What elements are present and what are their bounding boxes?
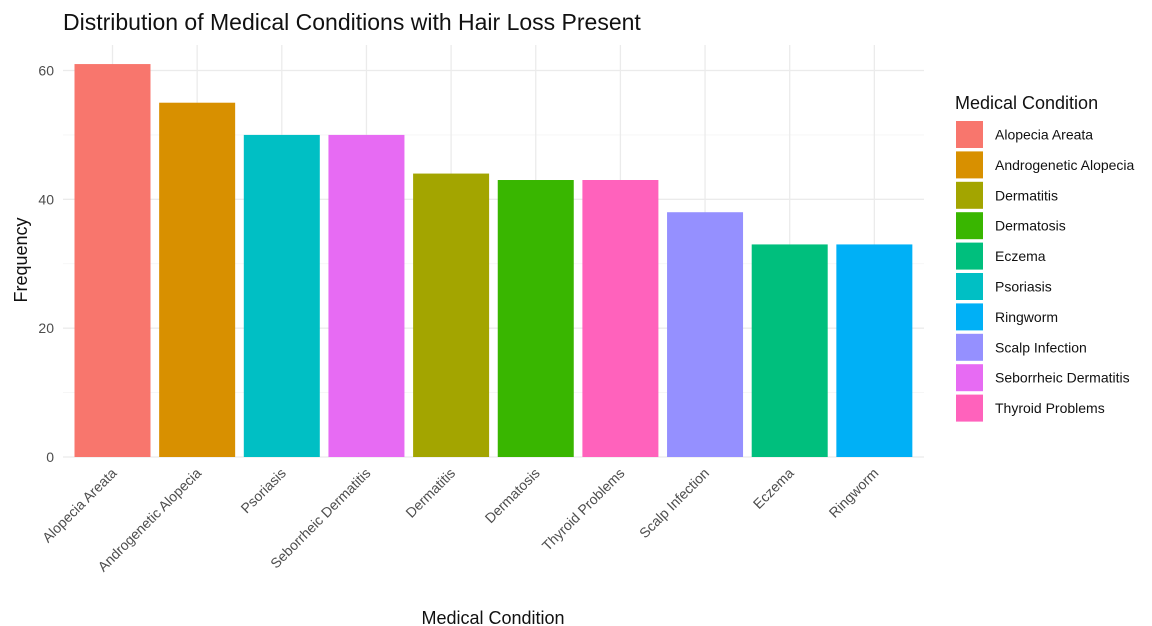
bar-thyroid-problems [582, 180, 659, 457]
legend-label: Eczema [995, 248, 1046, 264]
legend-swatch [956, 242, 983, 270]
bar-psoriasis [243, 134, 320, 457]
x-tick-label: Dermatitis [402, 465, 458, 521]
x-tick-label: Dermatosis [481, 465, 542, 526]
legend-swatch [956, 181, 983, 209]
bar-alopecia-areata [74, 64, 151, 457]
legend-item: Psoriasis [956, 273, 1052, 300]
y-tick-label: 60 [38, 63, 54, 79]
bar-ringworm [836, 244, 913, 457]
legend-label: Androgenetic Alopecia [995, 157, 1135, 173]
x-axis-title: Medical Condition [421, 608, 564, 626]
legend: Medical Condition Alopecia Areata Androge… [955, 93, 1135, 422]
legend-swatch [956, 121, 983, 148]
legend-swatch [956, 273, 983, 300]
bar-seborrheic-dermatitis [328, 134, 405, 457]
bar-dermatitis [413, 173, 490, 458]
legend-item: Eczema [956, 242, 1046, 270]
legend-swatch [956, 394, 983, 422]
legend-item: Androgenetic Alopecia [956, 151, 1135, 179]
legend-swatch [956, 333, 983, 361]
legend-label: Thyroid Problems [995, 400, 1105, 416]
bar-eczema [751, 244, 828, 457]
legend-label: Dermatosis [995, 218, 1066, 234]
x-tick-label: Scalp Infection [636, 465, 712, 541]
legend-swatch [956, 151, 983, 179]
x-tick-label: Psoriasis [237, 465, 288, 516]
legend-item: Dermatitis [956, 181, 1058, 209]
legend-item: Dermatosis [956, 212, 1066, 240]
legend-swatch [956, 364, 983, 392]
legend-label: Ringworm [995, 309, 1058, 325]
bar-scalp-infection [667, 212, 744, 457]
legend-title: Medical Condition [955, 93, 1098, 113]
bar-dermatosis [497, 180, 574, 457]
chart-title: Distribution of Medical Conditions with … [63, 9, 641, 35]
bar-androgenetic-alopecia [159, 102, 236, 457]
x-tick-label: Eczema [750, 465, 797, 512]
y-tick-label: 20 [38, 320, 54, 336]
legend-item: Scalp Infection [956, 333, 1087, 361]
y-axis-title: Frequency [11, 217, 31, 302]
legend-swatch [956, 303, 983, 331]
x-tick-label: Ringworm [826, 465, 882, 521]
y-tick-label: 40 [38, 191, 54, 207]
legend-label: Scalp Infection [995, 339, 1087, 355]
legend-label: Psoriasis [995, 279, 1052, 295]
legend-item: Ringworm [956, 303, 1058, 331]
legend-items: Alopecia Areata Androgenetic Alopecia Derm… [956, 121, 1135, 422]
y-axis-ticks: 0 20 40 60 [38, 63, 54, 466]
y-tick-label: 0 [46, 449, 54, 465]
legend-swatch [956, 212, 983, 240]
legend-item: Seborrheic Dermatitis [956, 364, 1130, 392]
legend-item: Alopecia Areata [956, 121, 1093, 148]
bars [74, 64, 913, 458]
legend-item: Thyroid Problems [956, 394, 1105, 422]
legend-label: Dermatitis [995, 187, 1058, 203]
x-tick-label: Alopecia Areata [39, 465, 120, 546]
x-tick-label: Thyroid Problems [539, 465, 628, 554]
legend-label: Alopecia Areata [995, 127, 1093, 143]
legend-label: Seborrheic Dermatitis [995, 370, 1130, 386]
